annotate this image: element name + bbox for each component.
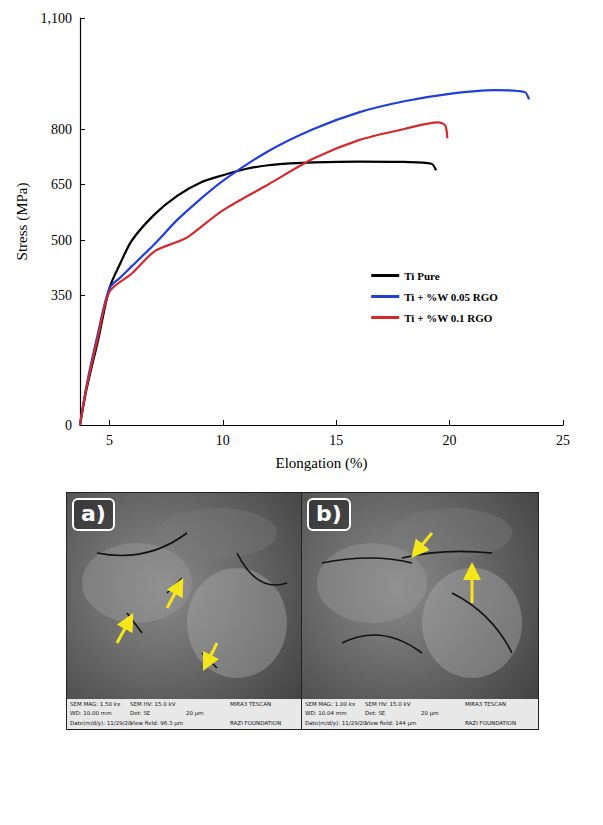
html-text:RAZI FOUNDATION: RAZI FOUNDATION (230, 719, 281, 726)
svg-text:500: 500 (51, 233, 72, 248)
html-text:Det: SE: Det: SE (130, 710, 151, 717)
svg-text:25: 25 (556, 433, 570, 448)
svg-text:10: 10 (216, 433, 230, 448)
svg-text:Ti + %W 0.05 RGO: Ti + %W 0.05 RGO (404, 291, 498, 303)
svg-text:Elongation (%): Elongation (%) (275, 455, 367, 472)
svg-text:5: 5 (106, 433, 113, 448)
html-text:WD: 10.00 mm: WD: 10.00 mm (70, 710, 112, 717)
svg-text:350: 350 (51, 288, 72, 303)
html-text:20 µm: 20 µm (186, 710, 204, 717)
svg-text:20: 20 (443, 433, 457, 448)
svg-text:1,100: 1,100 (41, 11, 73, 26)
svg-text:Ti + %W 0.1 RGO: Ti + %W 0.1 RGO (404, 312, 493, 324)
svg-text:800: 800 (51, 122, 72, 137)
html-text:MIRA3 TESCAN: MIRA3 TESCAN (465, 701, 506, 707)
svg-text:15: 15 (329, 433, 343, 448)
html-text:SEM HV: 15.0 kV: SEM HV: 15.0 kV (130, 701, 176, 707)
html-text:RAZI FOUNDATION: RAZI FOUNDATION (465, 719, 516, 726)
html-text:WD: 10.04 mm: WD: 10.04 mm (305, 710, 347, 717)
html-text:SEM HV: 15.0 kV: SEM HV: 15.0 kV (365, 701, 411, 707)
html-text:a): a) (81, 501, 106, 526)
html-text:SEM MAG: 1.50 kx: SEM MAG: 1.50 kx (70, 701, 121, 707)
svg-text:650: 650 (51, 177, 72, 192)
html-text:Det: SE: Det: SE (365, 710, 386, 717)
html-text:MIRA3 TESCAN: MIRA3 TESCAN (230, 701, 271, 707)
html-text:Date(m/d/y): 11/29/20 View fie: Date(m/d/y): 11/29/20 View field: 144 µm (305, 719, 417, 726)
svg-text:0: 0 (65, 418, 72, 433)
html-text:SEM MAG: 1.00 kx: SEM MAG: 1.00 kx (305, 701, 356, 707)
svg-text:Stress (MPa): Stress (MPa) (14, 183, 31, 261)
svg-text:Ti Pure: Ti Pure (404, 270, 439, 282)
html-text:b): b) (316, 501, 342, 526)
html-text:Date(m/d/y): 11/29/20 View fie: Date(m/d/y): 11/29/20 View field: 96.3 µ… (70, 719, 184, 726)
html-text:20 µm: 20 µm (421, 710, 439, 717)
